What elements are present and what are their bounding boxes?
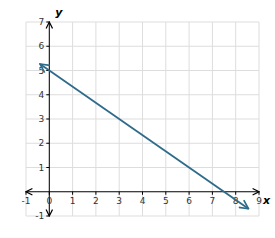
y-tick-label: 3 xyxy=(39,114,45,124)
grid xyxy=(26,22,259,216)
grid-line-y xyxy=(26,143,259,144)
y-tick-label: 1 xyxy=(39,163,45,173)
ticks: -10123456789-11234567 xyxy=(22,17,263,221)
y-tick-label: -1 xyxy=(35,211,44,221)
x-tick-label: 0 xyxy=(46,196,52,206)
x-tick xyxy=(49,192,50,195)
x-tick xyxy=(235,192,236,195)
grid-line-y xyxy=(26,22,259,23)
x-tick-label: 6 xyxy=(186,196,192,206)
y-tick xyxy=(46,119,49,120)
data-line xyxy=(40,64,249,209)
x-tick-label: 2 xyxy=(93,196,99,206)
y-tick xyxy=(46,22,49,23)
x-tick xyxy=(72,192,73,195)
y-tick xyxy=(46,167,49,168)
x-tick xyxy=(259,192,260,195)
y-tick-label: 6 xyxy=(39,41,45,51)
x-tick-label: 4 xyxy=(140,196,146,206)
x-tick-label: 9 xyxy=(256,196,262,206)
y-tick xyxy=(46,143,49,144)
chart: -10123456789-11234567xy xyxy=(0,0,275,238)
grid-line-y xyxy=(26,216,259,217)
y-tick-label: 4 xyxy=(39,90,45,100)
data xyxy=(40,64,249,209)
y-tick xyxy=(46,216,49,217)
y-tick xyxy=(46,46,49,47)
grid-line-y xyxy=(26,46,259,47)
x-tick-label: 1 xyxy=(70,196,76,206)
x-tick-label: -1 xyxy=(22,196,31,206)
x-tick-label: 5 xyxy=(163,196,169,206)
y-tick xyxy=(46,94,49,95)
x-tick xyxy=(212,192,213,195)
grid-line-y xyxy=(26,119,259,120)
x-tick xyxy=(142,192,143,195)
x-tick xyxy=(95,192,96,195)
y-tick-label: 2 xyxy=(39,138,45,148)
grid-line-y xyxy=(26,167,259,168)
y-tick-label: 7 xyxy=(39,17,45,27)
x-tick-label: 3 xyxy=(116,196,122,206)
y-axis-label: y xyxy=(55,6,63,19)
x-axis-label: x xyxy=(262,194,271,207)
x-tick-label: 7 xyxy=(210,196,216,206)
x-tick xyxy=(165,192,166,195)
grid-line-y xyxy=(26,94,259,95)
x-tick xyxy=(119,192,120,195)
grid-line-y xyxy=(26,70,259,71)
x-tick xyxy=(189,192,190,195)
x-tick xyxy=(26,192,27,195)
